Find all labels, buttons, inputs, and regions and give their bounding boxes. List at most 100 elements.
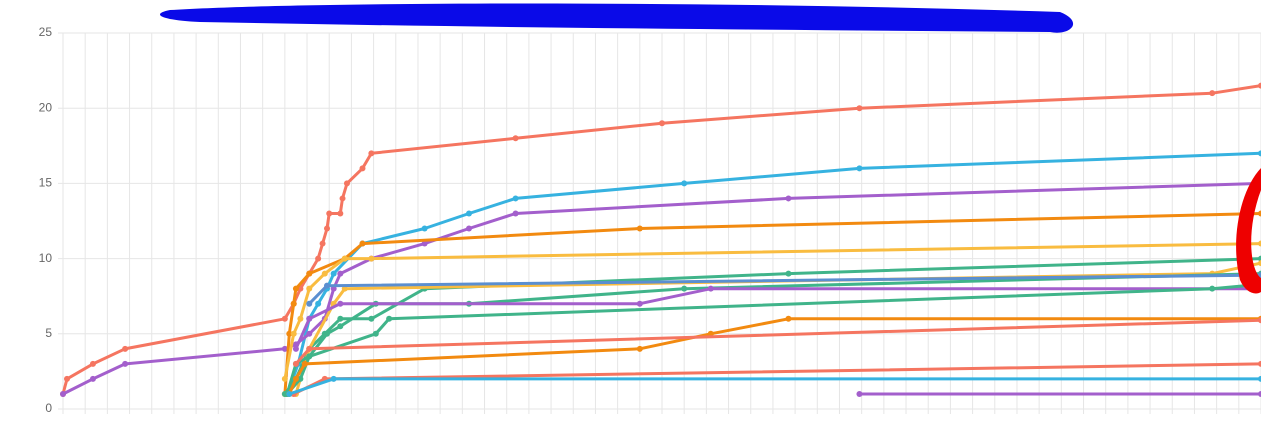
data-point (326, 210, 333, 217)
data-point (297, 315, 304, 322)
data-point (337, 300, 344, 307)
data-point (1258, 255, 1261, 262)
data-point (636, 300, 643, 307)
data-point (856, 390, 863, 397)
data-point (306, 300, 313, 307)
grid: 0 5 10 15 20 25 (39, 25, 1261, 415)
data-point (292, 360, 299, 367)
data-point (306, 315, 313, 322)
data-point (856, 105, 863, 112)
data-point (681, 180, 688, 187)
data-point (421, 225, 428, 232)
plot-area (60, 82, 1261, 397)
data-point (306, 330, 313, 337)
data-point (60, 390, 66, 397)
data-point (122, 360, 129, 367)
data-point (306, 285, 313, 292)
data-point (330, 375, 337, 382)
y-tick-label: 5 (45, 326, 52, 340)
data-point (306, 353, 313, 360)
data-point (368, 315, 375, 322)
data-point (1258, 390, 1261, 397)
data-point (785, 270, 792, 277)
redaction-scribble (1236, 168, 1261, 294)
y-tick-label: 25 (39, 25, 53, 39)
data-point (636, 345, 643, 352)
data-point (315, 255, 322, 262)
series-line (294, 287, 1261, 350)
data-point (1209, 90, 1216, 97)
y-tick-label: 10 (39, 251, 53, 265)
data-point (89, 360, 96, 367)
data-point (856, 165, 863, 172)
data-point (1258, 317, 1261, 324)
data-point (290, 330, 297, 337)
data-point (659, 120, 665, 127)
data-point (372, 330, 379, 337)
data-point (339, 195, 346, 202)
data-point (315, 300, 322, 307)
data-point (1258, 260, 1261, 267)
data-point (1258, 375, 1261, 382)
data-point (281, 375, 288, 382)
data-point (785, 195, 792, 202)
data-point (636, 225, 643, 232)
data-point (681, 285, 688, 292)
data-point (290, 300, 297, 307)
y-tick-label: 20 (39, 100, 53, 114)
series-line (61, 84, 1261, 395)
data-point (306, 270, 313, 277)
y-tick-label: 15 (39, 176, 53, 190)
data-point (465, 225, 472, 232)
data-point (297, 375, 304, 382)
data-point (512, 135, 519, 142)
data-point (337, 315, 344, 322)
data-point (330, 285, 337, 292)
redaction-scribble (160, 3, 1074, 33)
data-point (359, 240, 366, 247)
data-point (368, 150, 375, 157)
data-point (341, 255, 348, 262)
data-point (1209, 285, 1216, 292)
data-point (512, 195, 519, 202)
data-point (286, 390, 293, 397)
data-point (286, 330, 293, 337)
data-point (319, 240, 326, 247)
data-point (341, 285, 348, 292)
data-point (465, 210, 472, 217)
data-point (785, 315, 792, 322)
data-point (1258, 150, 1261, 157)
data-point (1258, 360, 1261, 367)
data-point (337, 210, 344, 217)
data-point (63, 375, 70, 382)
data-point (337, 270, 344, 277)
y-tick-label: 0 (45, 401, 52, 415)
data-point (512, 210, 519, 217)
data-point (330, 270, 337, 277)
data-point (306, 345, 313, 352)
series-line (294, 261, 1261, 395)
data-point (707, 285, 714, 292)
data-point (1258, 82, 1261, 89)
data-point (281, 345, 288, 352)
data-point (292, 375, 299, 382)
data-point (386, 315, 393, 322)
data-point (343, 180, 350, 187)
data-point (1258, 240, 1261, 247)
data-point (89, 375, 96, 382)
data-point (321, 270, 328, 277)
data-point (337, 323, 344, 330)
data-point (324, 330, 331, 337)
data-point (421, 240, 428, 247)
data-point (359, 165, 366, 172)
data-point (324, 282, 331, 289)
data-point (301, 360, 308, 367)
data-point (324, 225, 331, 232)
data-point (281, 315, 288, 322)
data-point (368, 255, 375, 262)
data-point (292, 285, 299, 292)
data-point (292, 345, 299, 352)
data-point (1258, 210, 1261, 217)
